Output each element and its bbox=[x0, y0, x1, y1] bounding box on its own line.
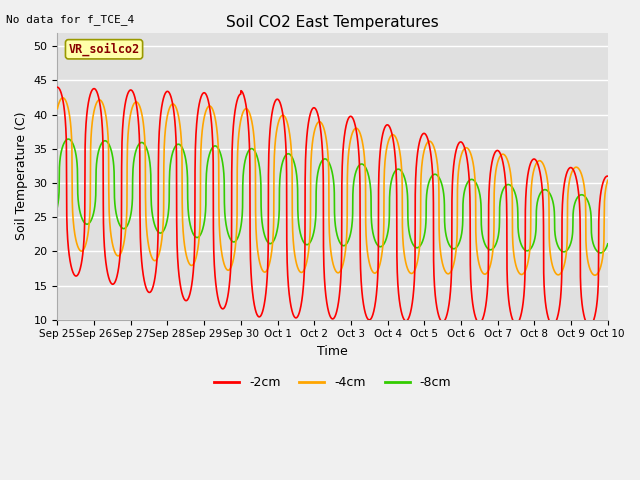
Title: Soil CO2 East Temperatures: Soil CO2 East Temperatures bbox=[226, 15, 439, 30]
Text: VR_soilco2: VR_soilco2 bbox=[68, 43, 140, 56]
X-axis label: Time: Time bbox=[317, 345, 348, 358]
Legend: -2cm, -4cm, -8cm: -2cm, -4cm, -8cm bbox=[209, 371, 456, 394]
Text: No data for f_TCE_4: No data for f_TCE_4 bbox=[6, 14, 134, 25]
Y-axis label: Soil Temperature (C): Soil Temperature (C) bbox=[15, 112, 28, 240]
